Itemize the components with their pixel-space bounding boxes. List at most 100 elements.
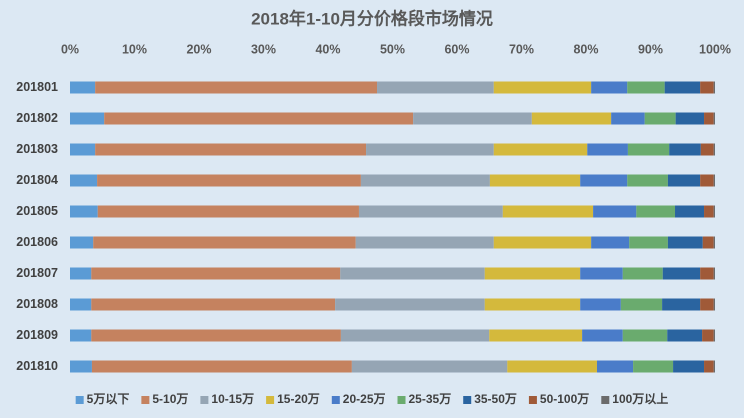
bar-segment	[662, 298, 701, 311]
bar-segment	[580, 298, 621, 311]
bar-segment	[377, 81, 494, 94]
bar-segment	[104, 112, 414, 125]
y-tick-label: 201801	[16, 80, 58, 94]
bar-segment	[360, 174, 490, 187]
bar-segment	[704, 112, 714, 125]
bar-segment	[493, 236, 592, 249]
bar-segment	[713, 236, 715, 249]
bar-segment	[507, 360, 597, 373]
bar-segment	[70, 298, 92, 311]
x-tick-label: 90%	[638, 42, 663, 56]
bar-segment	[713, 81, 715, 94]
bar-segment	[611, 112, 645, 125]
x-tick-label: 40%	[315, 42, 340, 56]
bar-segment	[582, 329, 623, 342]
bar-segment	[622, 329, 668, 342]
bar-segment	[713, 267, 715, 280]
x-tick-label: 0%	[61, 42, 79, 56]
bar-segment	[91, 329, 341, 342]
bar-segment	[662, 267, 701, 280]
y-tick-label: 201807	[16, 266, 58, 280]
x-tick-label: 70%	[509, 42, 534, 56]
legend-swatch	[141, 396, 150, 404]
bar-segment	[70, 236, 94, 249]
bar-segment	[591, 236, 630, 249]
bar-segment	[704, 360, 714, 373]
bar-segment	[591, 81, 628, 94]
bar-segment	[91, 360, 352, 373]
legend-label: 10-15万	[211, 392, 254, 406]
bar-segment	[664, 81, 701, 94]
bar-segment	[667, 329, 703, 342]
bar-segment	[700, 298, 714, 311]
bar-segment	[629, 236, 668, 249]
bar-segment	[580, 174, 628, 187]
bar-segment	[633, 360, 674, 373]
bar-segment	[97, 205, 359, 218]
bar-segment	[531, 112, 612, 125]
bar-segment	[700, 174, 714, 187]
bar-segment	[713, 360, 715, 373]
bar-segment	[713, 298, 715, 311]
legend-swatch	[331, 396, 340, 404]
bar-segment	[627, 81, 665, 94]
y-tick-label: 201810	[16, 359, 58, 373]
bar-segment	[620, 298, 663, 311]
bar-segment	[596, 360, 634, 373]
bar-segment	[644, 112, 676, 125]
bar-segment	[700, 81, 714, 94]
bar-segment	[70, 205, 98, 218]
legend-swatch	[75, 396, 84, 404]
bar-segment	[413, 112, 532, 125]
legend-swatch	[397, 396, 406, 404]
bar-segment	[493, 143, 588, 156]
bar-segment	[622, 267, 663, 280]
bar-segment	[355, 236, 494, 249]
bar-segment	[675, 112, 705, 125]
legend-swatch	[463, 396, 472, 404]
legend-swatch	[266, 396, 275, 404]
legend-swatch	[528, 396, 537, 404]
bar-segment	[627, 174, 668, 187]
bar-segment	[70, 267, 92, 280]
x-tick-label: 60%	[444, 42, 469, 56]
bar-segment	[700, 143, 714, 156]
bar-segment	[70, 112, 105, 125]
bar-segment	[667, 236, 703, 249]
bar-segment	[93, 236, 356, 249]
legend: 5万以下 5-10万 10-15万 15-20万 20-25万 25-35万 35-50万 5…	[75, 391, 668, 406]
bar-segment	[91, 267, 341, 280]
legend-label: 25-35万	[409, 392, 452, 406]
x-tick-label: 10%	[122, 42, 147, 56]
bar-segment	[627, 143, 670, 156]
bar-segment	[95, 143, 367, 156]
y-tick-label: 201804	[16, 173, 58, 187]
legend-label: 35-50万	[474, 392, 517, 406]
bar-segment	[502, 205, 594, 218]
bar-segment	[704, 205, 714, 218]
legend-label: 100万以上	[612, 391, 668, 406]
x-tick-label: 80%	[573, 42, 598, 56]
bar-segment	[713, 143, 715, 156]
y-tick-label: 201803	[16, 142, 58, 156]
y-tick-label: 201808	[16, 297, 58, 311]
bar-segment	[636, 205, 676, 218]
bar-segment	[713, 112, 715, 125]
x-tick-label: 100%	[699, 42, 731, 56]
bar-segment	[593, 205, 637, 218]
legend-label: 15-20万	[277, 392, 320, 406]
bar-segment	[702, 236, 714, 249]
bar-segment	[675, 205, 705, 218]
bar-segment	[667, 174, 701, 187]
bar-segment	[340, 267, 485, 280]
bar-segment	[70, 329, 92, 342]
bar-segment	[70, 81, 96, 94]
bar-segment	[484, 267, 581, 280]
legend-label: 50-100万	[540, 392, 589, 406]
bar-segment	[489, 329, 583, 342]
x-tick-label: 20%	[186, 42, 211, 56]
bar-segment	[70, 360, 92, 373]
y-tick-label: 201809	[16, 328, 58, 342]
y-tick-label: 201806	[16, 235, 58, 249]
